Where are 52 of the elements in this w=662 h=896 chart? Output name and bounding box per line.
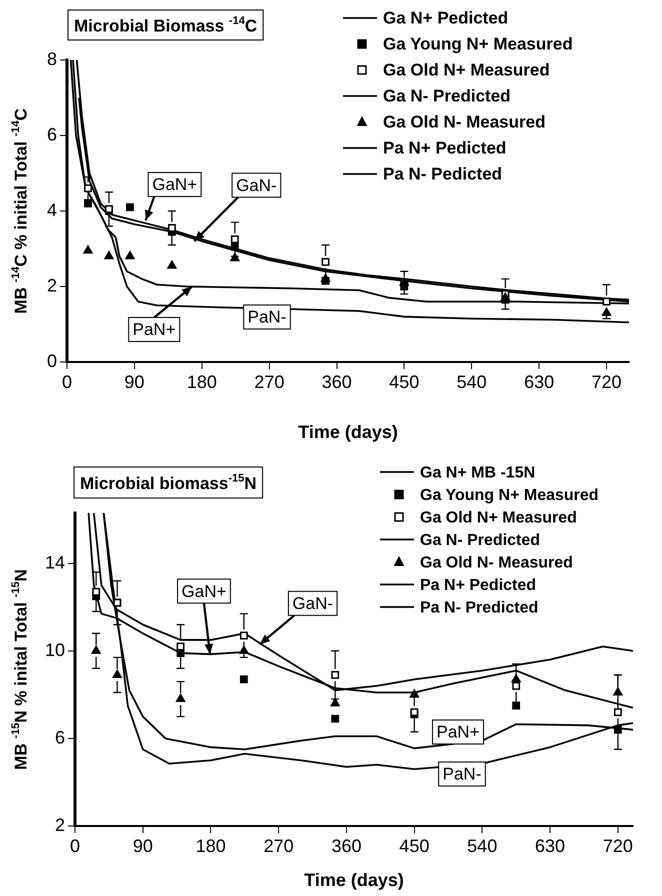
x-tick-label: 270 [264, 836, 294, 856]
legend-label: Ga Old N+ Measured [420, 509, 577, 526]
y-tick-label: 8 [46, 48, 57, 69]
annotation: PaN+ [436, 722, 480, 742]
y-tick-label: 2 [54, 814, 65, 835]
y-tick-label: 10 [44, 640, 65, 660]
annotation: PaN- [442, 764, 482, 784]
x-axis-title: Time (days) [298, 422, 398, 442]
annotation: PaN+ [132, 320, 176, 340]
x-tick-label: 360 [331, 836, 362, 856]
x-tick-label: 180 [196, 836, 226, 856]
y-tick-label: 14 [44, 552, 65, 572]
legend-label: Pa N- Pedicted [383, 164, 502, 184]
x-tick-label: 360 [322, 372, 352, 392]
legend-label: Ga N+ MB -15N [420, 464, 536, 482]
annotation: GaN+ [182, 582, 226, 601]
y-axis-title: MB -15N % inital Total -15N [10, 569, 31, 770]
legend-label: Pa N+ Pedicted [383, 138, 506, 158]
legend-label: Ga Old N- Measured [420, 554, 573, 572]
x-tick-label: 630 [535, 836, 566, 856]
x-tick-label: 450 [399, 836, 430, 856]
x-tick-label: 90 [124, 372, 144, 392]
legend-label: Ga N+ Pedicted [383, 8, 508, 28]
x-tick-label: 720 [602, 836, 633, 856]
y-tick-label: 6 [46, 124, 57, 144]
y-axis-title: MB -14C % initial Total -14C [10, 108, 31, 314]
x-tick-label: 270 [254, 372, 284, 392]
legend-label: Ga Old N- Measured [383, 112, 546, 132]
x-tick-label: 630 [524, 372, 554, 392]
legend-label: Ga Old N+ Measured [383, 60, 550, 80]
y-tick-label: 2 [46, 275, 57, 296]
x-tick-label: 720 [591, 372, 622, 392]
legend-label: Ga Young N+ Measured [420, 486, 599, 504]
y-tick-label: 0 [46, 350, 57, 371]
y-tick-label: 4 [46, 200, 57, 220]
x-tick-label: 180 [186, 372, 217, 392]
x-tick-label: 450 [389, 372, 420, 392]
annotation: PaN- [248, 308, 286, 327]
annotation: GaN- [236, 176, 277, 195]
x-axis-title: Time (days) [304, 870, 404, 890]
y-tick-label: 6 [54, 727, 65, 748]
legend-label: Ga Young N+ Measured [383, 34, 573, 54]
legend-label: Pa N- Predicted [420, 599, 538, 616]
annotation: GaN- [292, 594, 334, 614]
legend-label: Ga N- Predicted [420, 532, 540, 549]
x-tick-label: 540 [467, 836, 498, 856]
x-tick-label: 0 [70, 836, 80, 856]
x-tick-label: 90 [132, 836, 153, 856]
annotation: GaN+ [152, 175, 198, 194]
legend-label: Pa N+ Pedicted [420, 576, 536, 594]
legend-label: Ga N- Predicted [383, 86, 511, 106]
x-tick-label: 540 [456, 372, 487, 392]
